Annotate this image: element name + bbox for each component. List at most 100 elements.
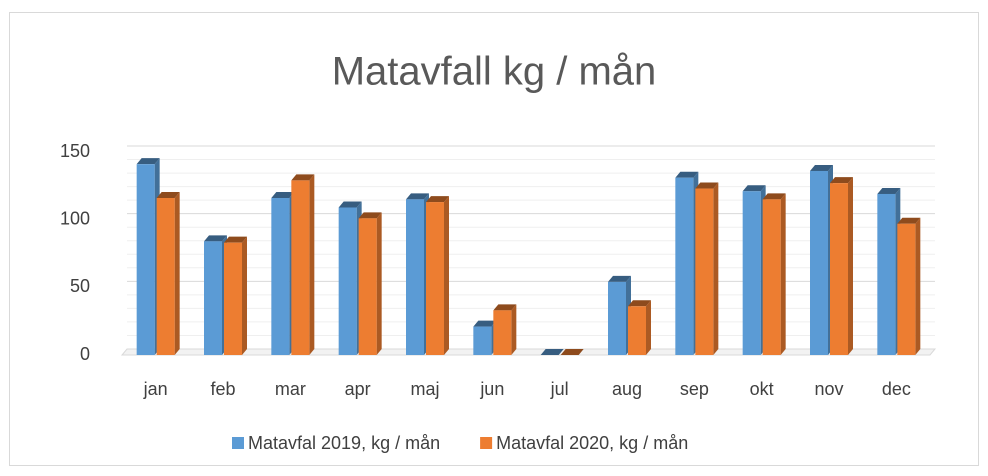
bar <box>271 192 295 355</box>
bar-top <box>493 304 517 311</box>
legend-swatch <box>480 437 493 449</box>
legend-swatch <box>232 437 244 449</box>
bar <box>695 182 719 355</box>
bar-side <box>174 192 180 355</box>
bar <box>877 187 901 355</box>
x-tick-label: mar <box>275 379 306 399</box>
bar <box>224 236 247 355</box>
bar-front <box>271 198 290 355</box>
bar-side <box>309 174 315 355</box>
bar-top <box>204 235 227 242</box>
x-tick-label: nov <box>814 379 843 399</box>
bar-front <box>136 164 155 355</box>
bar <box>136 158 160 355</box>
bar-top <box>540 349 564 355</box>
bar-top <box>473 320 497 327</box>
bar-top <box>810 164 833 171</box>
bar-front <box>338 207 357 355</box>
bar-top <box>271 192 295 199</box>
bar <box>204 235 227 355</box>
bar <box>426 196 449 355</box>
x-tick-label: feb <box>210 379 235 399</box>
x-tick-label: jun <box>479 379 504 399</box>
x-tick-label: jul <box>550 379 569 399</box>
bar-front <box>675 177 694 355</box>
x-tick-label: sep <box>680 379 709 399</box>
bar-top <box>762 193 786 200</box>
bar-front <box>742 191 761 355</box>
chart-title: Matavfall kg / mån <box>332 50 657 94</box>
bar-top <box>628 300 651 307</box>
bar-top <box>877 187 901 194</box>
x-tick-label: apr <box>345 379 371 399</box>
bar <box>406 193 429 355</box>
bar-side <box>242 236 247 355</box>
x-tick-label: dec <box>882 379 911 399</box>
bar <box>762 193 786 355</box>
bar-front <box>628 306 646 355</box>
bar-front <box>358 218 377 355</box>
bar <box>560 349 584 355</box>
bar-front <box>156 198 175 355</box>
bar <box>628 300 651 355</box>
bar-side <box>848 177 853 355</box>
y-tick-label: 100 <box>60 208 90 228</box>
bar-top <box>695 182 719 189</box>
bar-front <box>204 241 222 355</box>
bar-front <box>291 180 310 355</box>
bar <box>358 212 382 355</box>
y-tick-label: 50 <box>70 276 90 296</box>
bar <box>493 304 517 355</box>
bar <box>338 201 362 355</box>
bar-top <box>675 171 699 178</box>
bar-top <box>136 158 160 165</box>
bar-top <box>742 185 766 192</box>
bar <box>897 217 921 355</box>
bar-side <box>376 212 382 355</box>
bar-front <box>224 242 242 355</box>
bar-side <box>444 196 449 355</box>
bar-top <box>156 192 180 199</box>
bar-side <box>646 300 651 355</box>
bar-front <box>695 188 714 355</box>
bar-front <box>810 170 828 355</box>
bar <box>830 177 853 355</box>
bar-side <box>915 217 921 355</box>
y-tick-label: 150 <box>60 141 90 161</box>
bar-front <box>830 183 848 355</box>
bar-side <box>713 182 719 355</box>
bar-side <box>780 193 786 355</box>
bar <box>742 185 766 355</box>
bar <box>608 275 631 355</box>
bar <box>156 192 180 355</box>
bar-front <box>897 223 916 355</box>
bar-top <box>291 174 315 181</box>
bar-front <box>608 281 626 355</box>
bar-side <box>511 304 517 355</box>
bar-top <box>897 217 921 224</box>
legend-label: Matavfal 2019, kg / mån <box>248 433 440 453</box>
bar-top <box>224 236 247 243</box>
bar-front <box>762 199 781 355</box>
bar-top <box>560 349 584 355</box>
x-tick-label: maj <box>410 379 439 399</box>
legend-label: Matavfal 2020, kg / mån <box>496 433 688 453</box>
bar-front <box>426 202 444 355</box>
bar-top <box>426 196 449 203</box>
x-tick-label: okt <box>750 379 774 399</box>
x-tick-label: aug <box>612 379 642 399</box>
bar-front <box>473 326 492 355</box>
bar <box>675 171 699 355</box>
bar <box>291 174 315 355</box>
bar-front <box>877 193 896 355</box>
bar-top <box>830 177 853 184</box>
bar-front <box>493 310 512 355</box>
bar <box>540 349 564 355</box>
bar-top <box>338 201 362 208</box>
bar-top <box>608 275 631 282</box>
bar <box>473 320 497 355</box>
bar-top <box>406 193 429 200</box>
x-tick-label: jan <box>143 379 168 399</box>
